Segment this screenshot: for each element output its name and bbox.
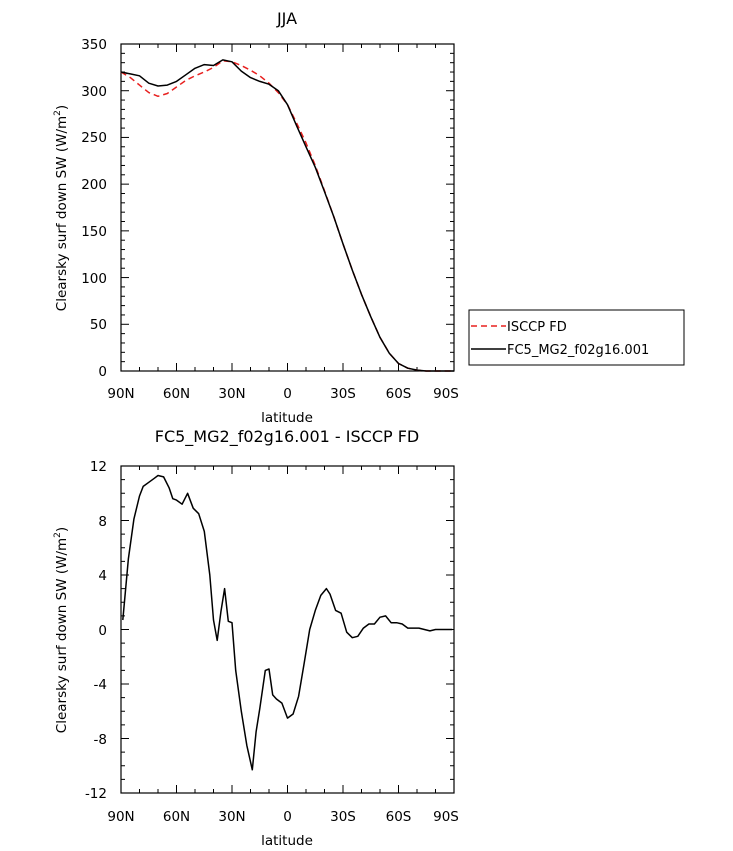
top-y-tick-label-300: 300	[81, 84, 107, 100]
top-y-tick-label-250: 250	[81, 130, 107, 146]
bottom-chart-series	[122, 474, 453, 771]
bottom-y-tick-label-neg8: -8	[94, 732, 107, 748]
top-y-tick-label-50: 50	[90, 317, 107, 333]
bottom-x-tick-label-60n: 60N	[163, 809, 190, 825]
legend-label-isccp-fd: ISCCP FD	[507, 320, 567, 335]
bottom-series-line-0	[122, 474, 453, 771]
legend-label-fc5: FC5_MG2_f02g16.001	[507, 343, 649, 358]
top-chart-plot-frame	[120, 43, 455, 372]
top-y-tick-label-200: 200	[81, 177, 107, 193]
top-y-label-end: )	[54, 105, 70, 110]
legend-box	[468, 309, 685, 366]
top-chart-x-tick-labels: 90N 60N 30N 0 30S 60S 90S	[107, 386, 459, 402]
top-chart-y-axis-label: Clearsky surf down SW (W/m2)	[53, 105, 70, 311]
top-y-tick-label-150: 150	[81, 224, 107, 240]
top-chart-y-tick-labels: 0 50 100 150 200 250 300 350	[81, 37, 107, 380]
legend: ISCCP FD FC5_MG2_f02g16.001	[468, 309, 685, 366]
bottom-chart-title: FC5_MG2_f02g16.001 - ISCCP FD	[155, 427, 420, 447]
bottom-y-label-sup: 2	[53, 532, 63, 538]
bottom-y-tick-label-0: 0	[98, 623, 107, 639]
top-y-tick-label-350: 350	[81, 37, 107, 53]
bottom-x-tick-label-30n: 30N	[218, 809, 245, 825]
top-y-tick-label-100: 100	[81, 271, 107, 287]
top-chart-title: JJA	[276, 9, 297, 28]
top-x-tick-label-30s: 30S	[330, 386, 356, 402]
top-x-tick-label-0: 0	[283, 386, 292, 402]
bottom-y-label-main: Clearsky surf down SW (W/m	[54, 538, 70, 733]
bottom-x-tick-label-90n: 90N	[107, 809, 134, 825]
bottom-chart-y-axis-label: Clearsky surf down SW (W/m2)	[53, 527, 70, 733]
bottom-chart: FC5_MG2_f02g16.001 - ISCCP FD 90N 60N 30…	[53, 427, 459, 849]
bottom-chart-y-tick-labels: -12 -8 -4 0 4 8 12	[85, 459, 107, 802]
top-x-tick-label-90s: 90S	[433, 386, 459, 402]
top-chart-ticks	[120, 43, 455, 372]
bottom-chart-x-tick-labels: 90N 60N 30N 0 30S 60S 90S	[107, 809, 459, 825]
bottom-chart-x-axis-label: latitude	[261, 833, 313, 849]
bottom-y-tick-label-neg12: -12	[85, 786, 107, 802]
bottom-chart-ticks	[120, 465, 455, 794]
bottom-y-tick-label-8: 8	[98, 514, 107, 530]
top-y-label-sup: 2	[53, 110, 63, 116]
top-series-line-0	[120, 60, 454, 372]
bottom-y-tick-label-4: 4	[98, 568, 107, 584]
top-series-line-1	[120, 59, 454, 372]
bottom-y-label-end: )	[54, 527, 70, 532]
top-chart: JJA 90N 60N 30N 0 30S 60S 90S 0 50 100 1…	[53, 9, 685, 426]
top-x-tick-label-60s: 60S	[386, 386, 412, 402]
bottom-x-tick-label-30s: 30S	[330, 809, 356, 825]
bottom-x-tick-label-0: 0	[283, 809, 292, 825]
top-y-label-main: Clearsky surf down SW (W/m	[54, 116, 70, 311]
bottom-x-tick-label-60s: 60S	[386, 809, 412, 825]
top-x-tick-label-90n: 90N	[107, 386, 134, 402]
top-chart-x-axis-label: latitude	[261, 410, 313, 426]
top-x-tick-label-60n: 60N	[163, 386, 190, 402]
bottom-chart-plot-frame	[120, 465, 455, 794]
top-chart-series	[120, 59, 454, 372]
bottom-x-tick-label-90s: 90S	[433, 809, 459, 825]
top-x-tick-label-30n: 30N	[218, 386, 245, 402]
bottom-y-tick-label-neg4: -4	[94, 677, 107, 693]
top-y-tick-label-0: 0	[98, 364, 107, 380]
bottom-y-tick-label-12: 12	[90, 459, 107, 475]
